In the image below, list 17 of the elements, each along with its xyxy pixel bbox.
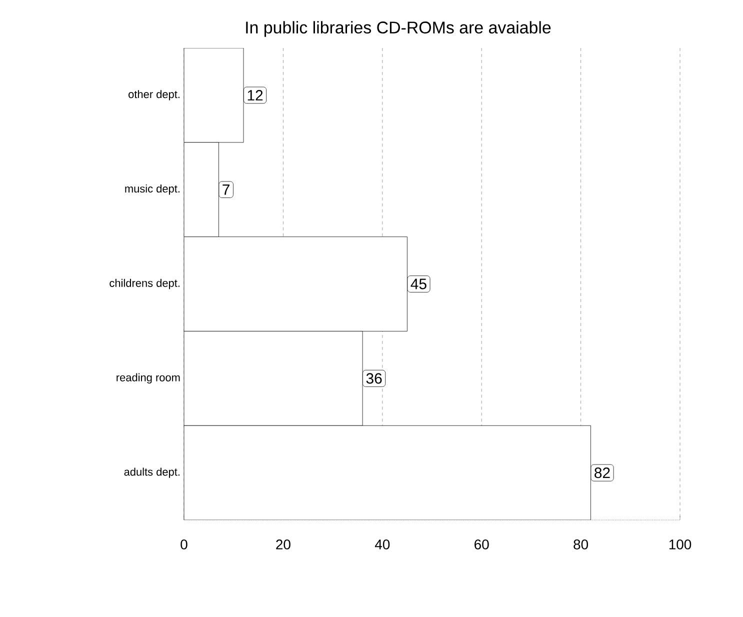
y-tick-label: music dept.: [125, 184, 180, 195]
data-label: 12: [248, 90, 263, 100]
x-tick-label: 100: [669, 540, 692, 550]
y-tick-label: reading room: [116, 373, 180, 384]
data-label: 36: [366, 373, 382, 384]
data-label: 7: [222, 184, 230, 195]
data-label: 82: [594, 468, 610, 478]
x-tick-label: 60: [474, 540, 489, 550]
x-tick-label: 0: [180, 540, 188, 550]
x-tick-label: 80: [574, 540, 588, 550]
x-tick-label: 20: [276, 540, 290, 550]
y-tick-label: other dept.: [128, 90, 180, 100]
x-tick-label: 40: [374, 540, 390, 550]
y-tick-label: childrens dept.: [110, 278, 180, 290]
y-tick-label: adults dept.: [124, 468, 180, 478]
chart-title: In public libraries CD-ROMs are avaiable: [246, 21, 551, 37]
data-label: 45: [410, 278, 426, 290]
